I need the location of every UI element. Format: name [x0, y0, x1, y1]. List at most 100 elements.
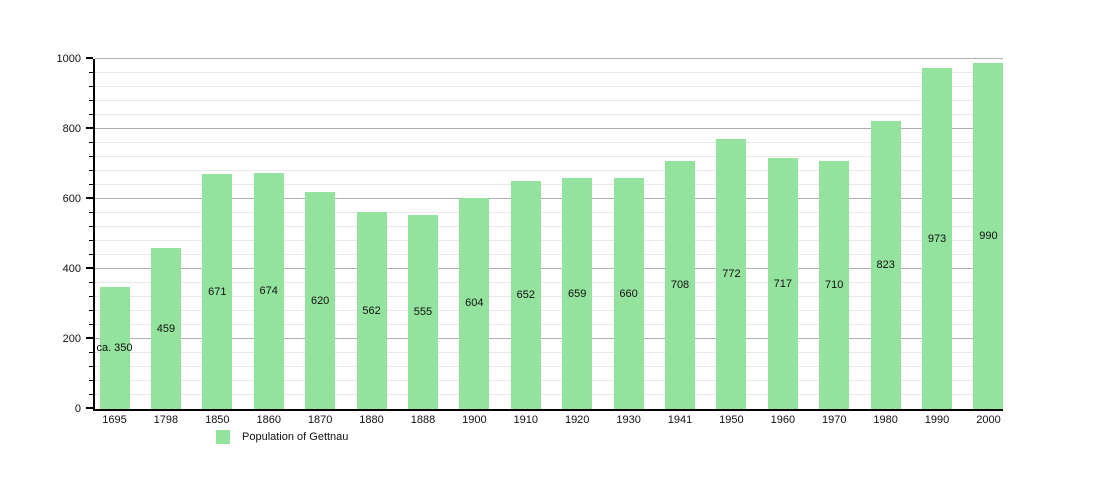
minor-gridline: [95, 380, 1003, 381]
major-gridline: [95, 338, 1003, 339]
bar-value-label: 562: [362, 304, 381, 317]
major-gridline: [95, 58, 1003, 59]
y-axis-tick: [89, 310, 93, 311]
x-axis-label: 1860: [256, 414, 281, 426]
minor-gridline: [95, 352, 1003, 353]
y-axis-tick: [89, 142, 93, 143]
x-axis-label: 1920: [564, 414, 590, 426]
y-axis-tick: [89, 212, 93, 213]
plot-area: 0 200 400 600 800 1000 ca. 350 1695 459 1798 671 18…: [57, 53, 1004, 426]
bar-value-label: 671: [208, 285, 227, 298]
minor-gridline: [95, 114, 1003, 115]
y-axis-tick: [86, 407, 93, 409]
minor-gridline: [95, 240, 1003, 241]
bar-1888: [407, 214, 438, 409]
bar-value-label: 710: [825, 278, 844, 291]
y-axis-label: 600: [62, 193, 81, 205]
y-axis-tick: [86, 197, 93, 199]
y-axis-label: 400: [62, 263, 81, 275]
minor-gridline: [95, 324, 1003, 325]
x-axis-label: 1950: [719, 414, 744, 426]
x-axis-label: 1900: [462, 414, 487, 426]
x-axis-label: 1930: [616, 414, 641, 426]
y-axis-tick: [89, 86, 93, 87]
bar-1950: [716, 138, 747, 409]
major-gridline: [95, 268, 1003, 269]
bar-1850: [202, 174, 233, 409]
y-axis-tick: [89, 100, 93, 101]
minor-gridline: [95, 366, 1003, 367]
bar-value-label: ca. 350: [96, 341, 133, 354]
minor-gridline: [95, 310, 1003, 311]
y-axis-tick: [86, 127, 93, 129]
bar-value-label: 823: [876, 258, 895, 271]
y-axis-tick: [86, 267, 93, 269]
y-axis-tick: [89, 380, 93, 381]
major-gridline: [95, 198, 1003, 199]
y-axis-tick: [89, 114, 93, 115]
bar-value-label: 772: [722, 267, 741, 280]
bar-value-label: 659: [568, 287, 587, 300]
bar-1880: [356, 212, 387, 409]
y-axis-tick: [89, 324, 93, 325]
bar-1870: [305, 192, 336, 409]
legend: Population of Gettnau: [216, 430, 348, 444]
y-axis-tick: [89, 184, 93, 185]
x-axis-label: 1798: [153, 414, 179, 426]
x-axis-label: 1850: [205, 414, 230, 426]
legend-label: Population of Gettnau: [242, 431, 349, 443]
x-axis-label: 1990: [924, 414, 950, 426]
x-axis-label: 1910: [513, 414, 539, 426]
bar-1900: [459, 197, 490, 409]
minor-gridline: [95, 394, 1003, 395]
bar-value-label: 660: [619, 287, 638, 300]
bar-value-label: 620: [310, 294, 330, 307]
bar-value-label: 717: [773, 277, 793, 290]
minor-gridline: [95, 100, 1003, 101]
minor-gridline: [95, 254, 1003, 255]
y-axis-tick: [89, 226, 93, 227]
x-axis-label: 1880: [359, 414, 384, 426]
minor-gridline: [95, 184, 1003, 185]
x-axis-label: 2000: [976, 414, 1001, 426]
minor-gridline: [95, 72, 1003, 73]
y-axis-label: 800: [62, 123, 81, 135]
bar-1960: [767, 158, 798, 409]
x-axis-label: 1870: [307, 414, 333, 426]
minor-gridline: [95, 212, 1003, 213]
y-axis-tick: [86, 337, 93, 339]
bar-1930: [613, 178, 644, 409]
bar-value-label: 459: [156, 322, 176, 335]
y-axis-tick: [89, 240, 93, 241]
bar-2000: [973, 62, 1004, 409]
x-axis-label: 1970: [821, 414, 847, 426]
y-axis-tick: [89, 72, 93, 73]
y-axis-tick: [89, 352, 93, 353]
y-axis-tick: [89, 394, 93, 395]
minor-gridline: [95, 156, 1003, 157]
bar-value-label: 652: [516, 288, 535, 301]
legend-swatch: [216, 430, 230, 444]
bar-1920: [562, 178, 593, 409]
minor-gridline: [95, 170, 1003, 171]
y-axis-tick: [86, 57, 93, 59]
bar-1860: [253, 173, 284, 409]
y-axis-tick: [89, 170, 93, 171]
bar-1941: [665, 161, 695, 409]
x-axis-label: 1960: [770, 414, 796, 426]
y-axis-tick: [89, 254, 93, 255]
y-axis-label: 1000: [56, 53, 81, 65]
bar-value-label: 674: [259, 285, 278, 298]
bar-value-label: 708: [670, 279, 690, 292]
y-axis-tick: [89, 296, 93, 297]
y-axis-tick: [89, 366, 93, 367]
x-axis-label: 1941: [667, 414, 693, 426]
y-axis-tick: [89, 282, 93, 283]
y-axis-label: 200: [62, 333, 81, 345]
x-axis-label: 1888: [410, 414, 436, 426]
x-axis-label: 1980: [873, 414, 898, 426]
bar-1990: [922, 68, 953, 409]
bar-1970: [819, 160, 850, 409]
minor-gridline: [95, 226, 1003, 227]
bar-value-label: 604: [465, 297, 484, 310]
